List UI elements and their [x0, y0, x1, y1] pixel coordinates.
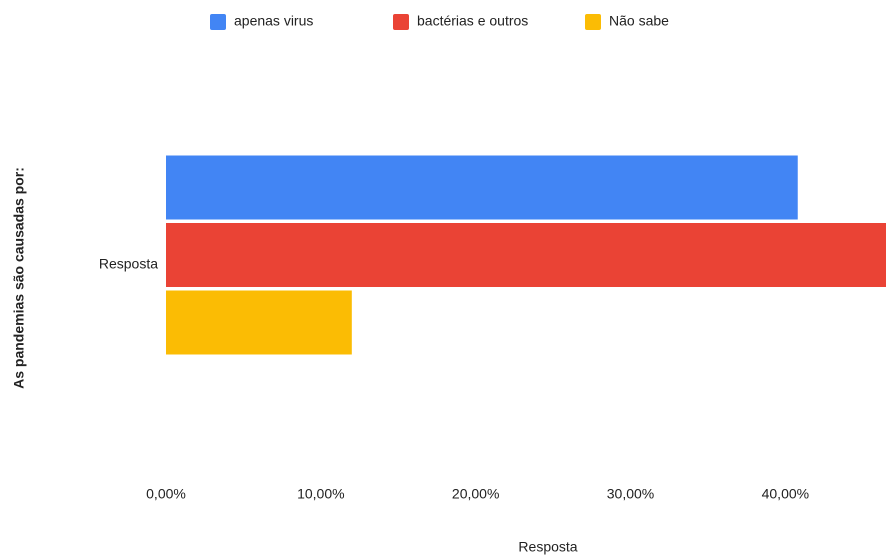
x-tick-label: 10,00%: [297, 486, 344, 502]
legend-label: Não sabe: [609, 13, 669, 29]
x-axis-title: Resposta: [518, 539, 577, 555]
legend-label: apenas virus: [234, 13, 313, 29]
y-tick-label: Resposta: [99, 256, 158, 272]
x-tick-label: 20,00%: [452, 486, 499, 502]
legend-label: bactérias e outros: [417, 13, 528, 29]
legend-swatch: [393, 14, 409, 30]
x-tick-label: 30,00%: [607, 486, 654, 502]
bar: [166, 155, 798, 220]
y-axis-title: As pandemias são causadas por:: [11, 167, 27, 389]
x-tick-label: 40,00%: [762, 486, 809, 502]
x-tick-label: 0,00%: [146, 486, 186, 502]
legend-swatch: [210, 14, 226, 30]
bar: [166, 290, 352, 355]
bar: [166, 223, 886, 287]
legend-swatch: [585, 14, 601, 30]
